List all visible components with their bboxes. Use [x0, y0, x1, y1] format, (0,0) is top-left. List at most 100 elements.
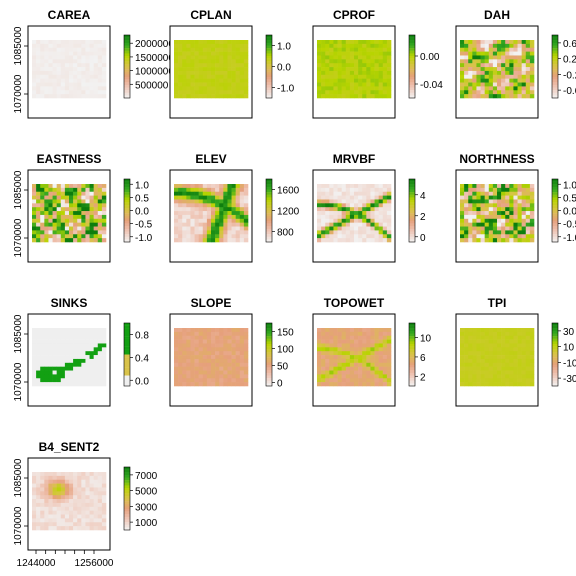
- legend-tick-label: 6: [420, 353, 426, 364]
- raster-image: [317, 40, 392, 99]
- y-tick-label: 1070000: [13, 74, 24, 113]
- panel-title: TOPOWET: [324, 296, 385, 310]
- legend-tick-label: 2000000: [135, 39, 174, 50]
- panel-northness: NORTHNESS 1.0 0.5 0.0 -0.5 -1.0: [455, 152, 576, 263]
- legend-tick-label: 3000: [135, 502, 158, 513]
- legend-tick-label: 0.0: [135, 207, 149, 218]
- legend-tick-label: -0.5: [563, 220, 576, 231]
- legend-tick-label: 0: [420, 233, 426, 244]
- legend-tick-label: -1.0: [277, 84, 295, 95]
- panel-topowet: TOPOWET 10 6 2: [312, 296, 432, 407]
- panel-cprof: CPROF 0.00 -0.04: [312, 8, 443, 119]
- panel-eastness: EASTNESS 1.0 0.5 0.0 -0.5 -1.0 1085000 1070000: [13, 152, 153, 263]
- raster-image: [32, 184, 107, 243]
- legend-tick-label: 0.0: [277, 63, 291, 74]
- legend-tick-label: 800: [277, 228, 294, 239]
- legend-colorbar: 1.0 0.5 0.0 -0.5 -1.0: [551, 178, 576, 244]
- panel-title: NORTHNESS: [459, 152, 534, 166]
- legend-colorbar: 2000000 1500000 1000000 500000: [123, 34, 174, 99]
- legend-tick-label: 1500000: [135, 53, 174, 64]
- legend-tick-label: 0: [277, 379, 283, 390]
- panel-tpi: TPI 30 10 -10 -30: [455, 296, 576, 407]
- legend-tick-label: -0.2: [563, 70, 576, 81]
- panel-title: SLOPE: [191, 296, 232, 310]
- legend-tick-label: 150: [277, 328, 294, 339]
- legend-tick-label: 0.4: [135, 353, 149, 364]
- y-tick-label: 1085000: [13, 170, 24, 209]
- y-tick-label: 1085000: [13, 26, 24, 65]
- raster-image: [32, 40, 107, 99]
- legend-tick-label: 0.5: [135, 193, 149, 204]
- legend-tick-label: 0.6: [563, 39, 576, 50]
- y-tick-label: 1070000: [13, 362, 24, 401]
- legend-tick-label: 1200: [277, 207, 300, 218]
- legend-tick-label: 1600: [277, 186, 300, 197]
- legend-tick-label: 100: [277, 345, 294, 356]
- legend-tick-label: 7000: [135, 471, 158, 482]
- raster-image: [317, 184, 392, 243]
- raster-image: [32, 472, 107, 531]
- legend-tick-label: 30: [563, 327, 575, 338]
- legend-tick-label: 0.8: [135, 330, 149, 341]
- raster-image: [460, 184, 535, 243]
- panel-title: ELEV: [195, 152, 226, 166]
- panel-sinks: SINKS 0.8 0.4 0.0 1085000 1070000: [13, 296, 149, 407]
- raster-image: [32, 328, 107, 387]
- legend-colorbar: 150 100 50 0: [265, 322, 294, 390]
- panel-title: EASTNESS: [37, 152, 102, 166]
- legend-tick-label: 5000: [135, 487, 158, 498]
- legend-tick-label: -0.04: [420, 80, 443, 91]
- legend-tick-label: -1.0: [563, 233, 576, 244]
- legend-colorbar: 1.0 0.0 -1.0: [265, 34, 295, 99]
- legend-tick-label: 0.0: [563, 207, 576, 218]
- legend-tick-label: 0.5: [563, 193, 576, 204]
- y-tick-label: 1085000: [13, 458, 24, 497]
- legend-tick-label: 4: [420, 191, 426, 202]
- panel-title: B4_SENT2: [39, 440, 100, 454]
- panel-title: CPROF: [333, 8, 375, 22]
- legend-tick-label: 10: [563, 343, 575, 354]
- y-tick-label: 1070000: [13, 506, 24, 545]
- legend-tick-label: 1.0: [563, 180, 576, 191]
- legend-tick-label: 1.0: [277, 42, 291, 53]
- raster-image: [460, 328, 535, 387]
- legend-tick-label: 1000000: [135, 67, 174, 78]
- panel-slope: SLOPE 150 100 50 0: [169, 296, 294, 407]
- legend-tick-label: 10: [420, 334, 432, 345]
- raster-image: [174, 184, 249, 243]
- legend-tick-label: 0.0: [135, 376, 149, 387]
- y-tick-label: 1085000: [13, 314, 24, 353]
- legend-tick-label: -0.6: [563, 86, 576, 97]
- legend-colorbar: 1600 1200 800: [265, 178, 300, 243]
- raster-image: [174, 40, 249, 99]
- legend-tick-label: 500000: [135, 80, 169, 91]
- raster-image: [174, 328, 249, 387]
- legend-tick-label: -30: [563, 374, 576, 385]
- legend-tick-label: -0.5: [135, 220, 153, 231]
- legend-tick-label: 1.0: [135, 180, 149, 191]
- legend-colorbar: 4 2 0: [408, 178, 426, 244]
- legend-tick-label: 0.2: [563, 55, 576, 66]
- legend-tick-label: 2: [420, 372, 426, 383]
- raster-image: [460, 40, 535, 99]
- legend-tick-label: -10: [563, 358, 576, 369]
- legend-tick-label: 50: [277, 362, 289, 373]
- legend-colorbar: 10 6 2: [408, 322, 432, 387]
- raster-image: [317, 328, 392, 387]
- panel-carea: CAREA 2000000 1500000 1000000 500000 1085000 1…: [13, 8, 174, 119]
- panel-mrvbf: MRVBF 4 2 0: [312, 152, 426, 263]
- legend-colorbar: 0.6 0.2 -0.2 -0.6: [551, 34, 576, 99]
- legend-colorbar: 0.00 -0.04: [408, 34, 443, 99]
- legend-tick-label: 1000: [135, 518, 158, 529]
- panel-title: DAH: [484, 8, 510, 22]
- panel-title: TPI: [488, 296, 507, 310]
- x-tick-label: 1256000: [75, 558, 114, 569]
- panel-dah: DAH 0.6 0.2 -0.2 -0.6: [455, 8, 576, 119]
- legend-tick-label: -1.0: [135, 233, 153, 244]
- panel-title: CAREA: [48, 8, 91, 22]
- panel-b4-sent2: B4_SENT2 7000 5000 3000 1000 1085000 1070000 12…: [13, 440, 158, 569]
- legend-colorbar: 0.8 0.4 0.0: [123, 322, 149, 387]
- legend-colorbar: 7000 5000 3000 1000: [123, 466, 158, 531]
- legend-colorbar: 1.0 0.5 0.0 -0.5 -1.0: [123, 178, 153, 244]
- x-tick-label: 1244000: [17, 558, 56, 569]
